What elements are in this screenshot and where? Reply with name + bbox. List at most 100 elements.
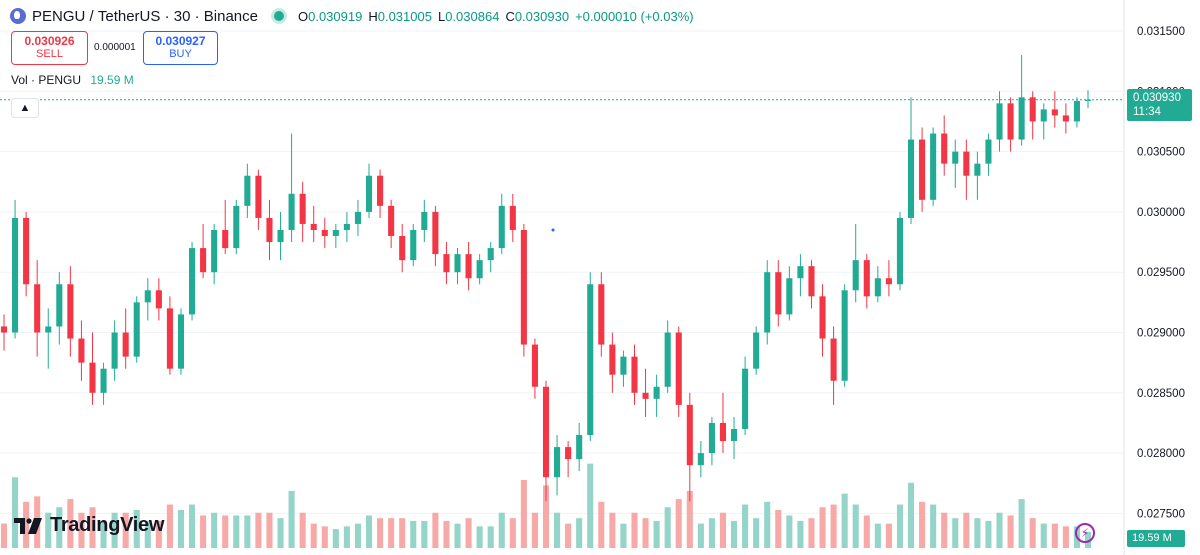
symbol-name[interactable]: PENGU [32,7,86,25]
candle-body [321,229,328,237]
candle-body [863,260,870,297]
candle-body [852,260,859,291]
candle-body [753,332,760,369]
volume-bar [775,510,782,548]
candle-body [675,332,682,405]
candle-body [200,248,207,273]
volume-bar [188,504,196,548]
candle-body [133,302,140,357]
candle-body [996,103,1003,140]
tradingview-logo[interactable]: TradingView [14,514,164,537]
market-open-icon [273,11,284,21]
price-tick-label: 0.028000 [1137,448,1185,460]
separator-dot: · [164,7,170,25]
volume-bar [620,523,627,548]
sell-button[interactable]: 0.030926 SELL [11,31,88,65]
volume-legend[interactable]: Vol · PENGU 19.59 M [11,73,134,87]
candle-body [963,151,970,176]
volume-bar [565,523,572,548]
volume-bar [111,512,118,548]
candle-body [598,284,605,345]
volume-bar [830,504,837,548]
volume-bar [244,515,251,548]
candle-body [952,151,959,164]
candle-body [719,422,727,442]
symbol-header: PENGU / TetherUS · 30 · Binance O0.03091… [10,5,694,27]
volume-bar [498,512,505,548]
candle-body [697,453,704,466]
candle-body [1007,103,1014,140]
candle-body [454,254,461,273]
candle-body [742,368,749,429]
open-label: O [297,8,309,24]
volume-bar [255,512,262,548]
volume-bar [78,512,85,548]
volume-bar [299,512,306,548]
candle-body [896,217,904,285]
close-label: C [505,8,515,24]
volume-bar [1062,526,1069,548]
candle-body [377,175,384,206]
candle-body [830,338,837,381]
candle-body [631,356,638,393]
candle-body [1029,97,1036,122]
volume-bar [863,515,870,548]
volume-bar [985,520,992,548]
quote-asset: TetherUS [97,7,161,25]
interval[interactable]: 30 [173,7,191,25]
candle-body [919,139,926,200]
candle-body [786,278,793,315]
candle-body [587,284,594,436]
candle-body [432,211,439,255]
price-axis: 0.0315000.0310000.0305000.0300000.029500… [1137,26,1185,520]
candle-body [476,260,483,279]
candle-body [100,368,107,393]
candle-body [1084,99,1092,101]
candle-body [255,175,262,218]
candle-body [299,193,306,224]
volume-bar [487,526,494,548]
volume-bar [896,504,904,548]
volume-bar [211,512,218,548]
volume-bar [653,520,660,548]
candle-body [907,139,915,218]
candle-body [941,133,948,164]
lightning-icon[interactable]: ⚡ [1075,523,1095,543]
candle-body [642,392,649,399]
volume-bar [786,515,793,548]
change-value: +0.000010 (+0.03%) [575,8,694,24]
buy-button[interactable]: 0.030927 BUY [143,31,218,65]
volume-bar [56,507,63,548]
volume-bar [222,515,229,548]
candle-body [985,139,992,164]
volume-bar [23,501,30,548]
candle-body [365,175,373,212]
volume-bar [664,507,671,548]
volume-bar [631,512,638,548]
volume-bar [67,499,74,548]
volume-bar [686,490,693,548]
volume-bar [907,482,915,548]
collapse-legend-button[interactable]: ▲ [11,98,39,118]
volume-bar [454,523,461,548]
volume-bar [542,485,550,548]
volume-bar [233,515,240,548]
candle-body [930,133,937,200]
volume-bar [0,523,8,548]
volume-bar [941,512,948,548]
volume-bar [343,526,350,548]
price-tick-label: 0.029000 [1137,328,1185,340]
candle-body [1051,109,1058,116]
volume-bar [399,518,406,548]
candle-body [730,428,738,442]
sell-price: 0.030926 [24,34,75,48]
candle-body [122,332,129,357]
crosshair-dot [551,228,555,232]
candle-body [443,254,450,273]
tradingview-mark-icon [14,517,42,534]
volume-bar [708,518,715,548]
candle-body [266,217,273,243]
candle-body [708,422,715,454]
volume-bar [321,526,328,548]
